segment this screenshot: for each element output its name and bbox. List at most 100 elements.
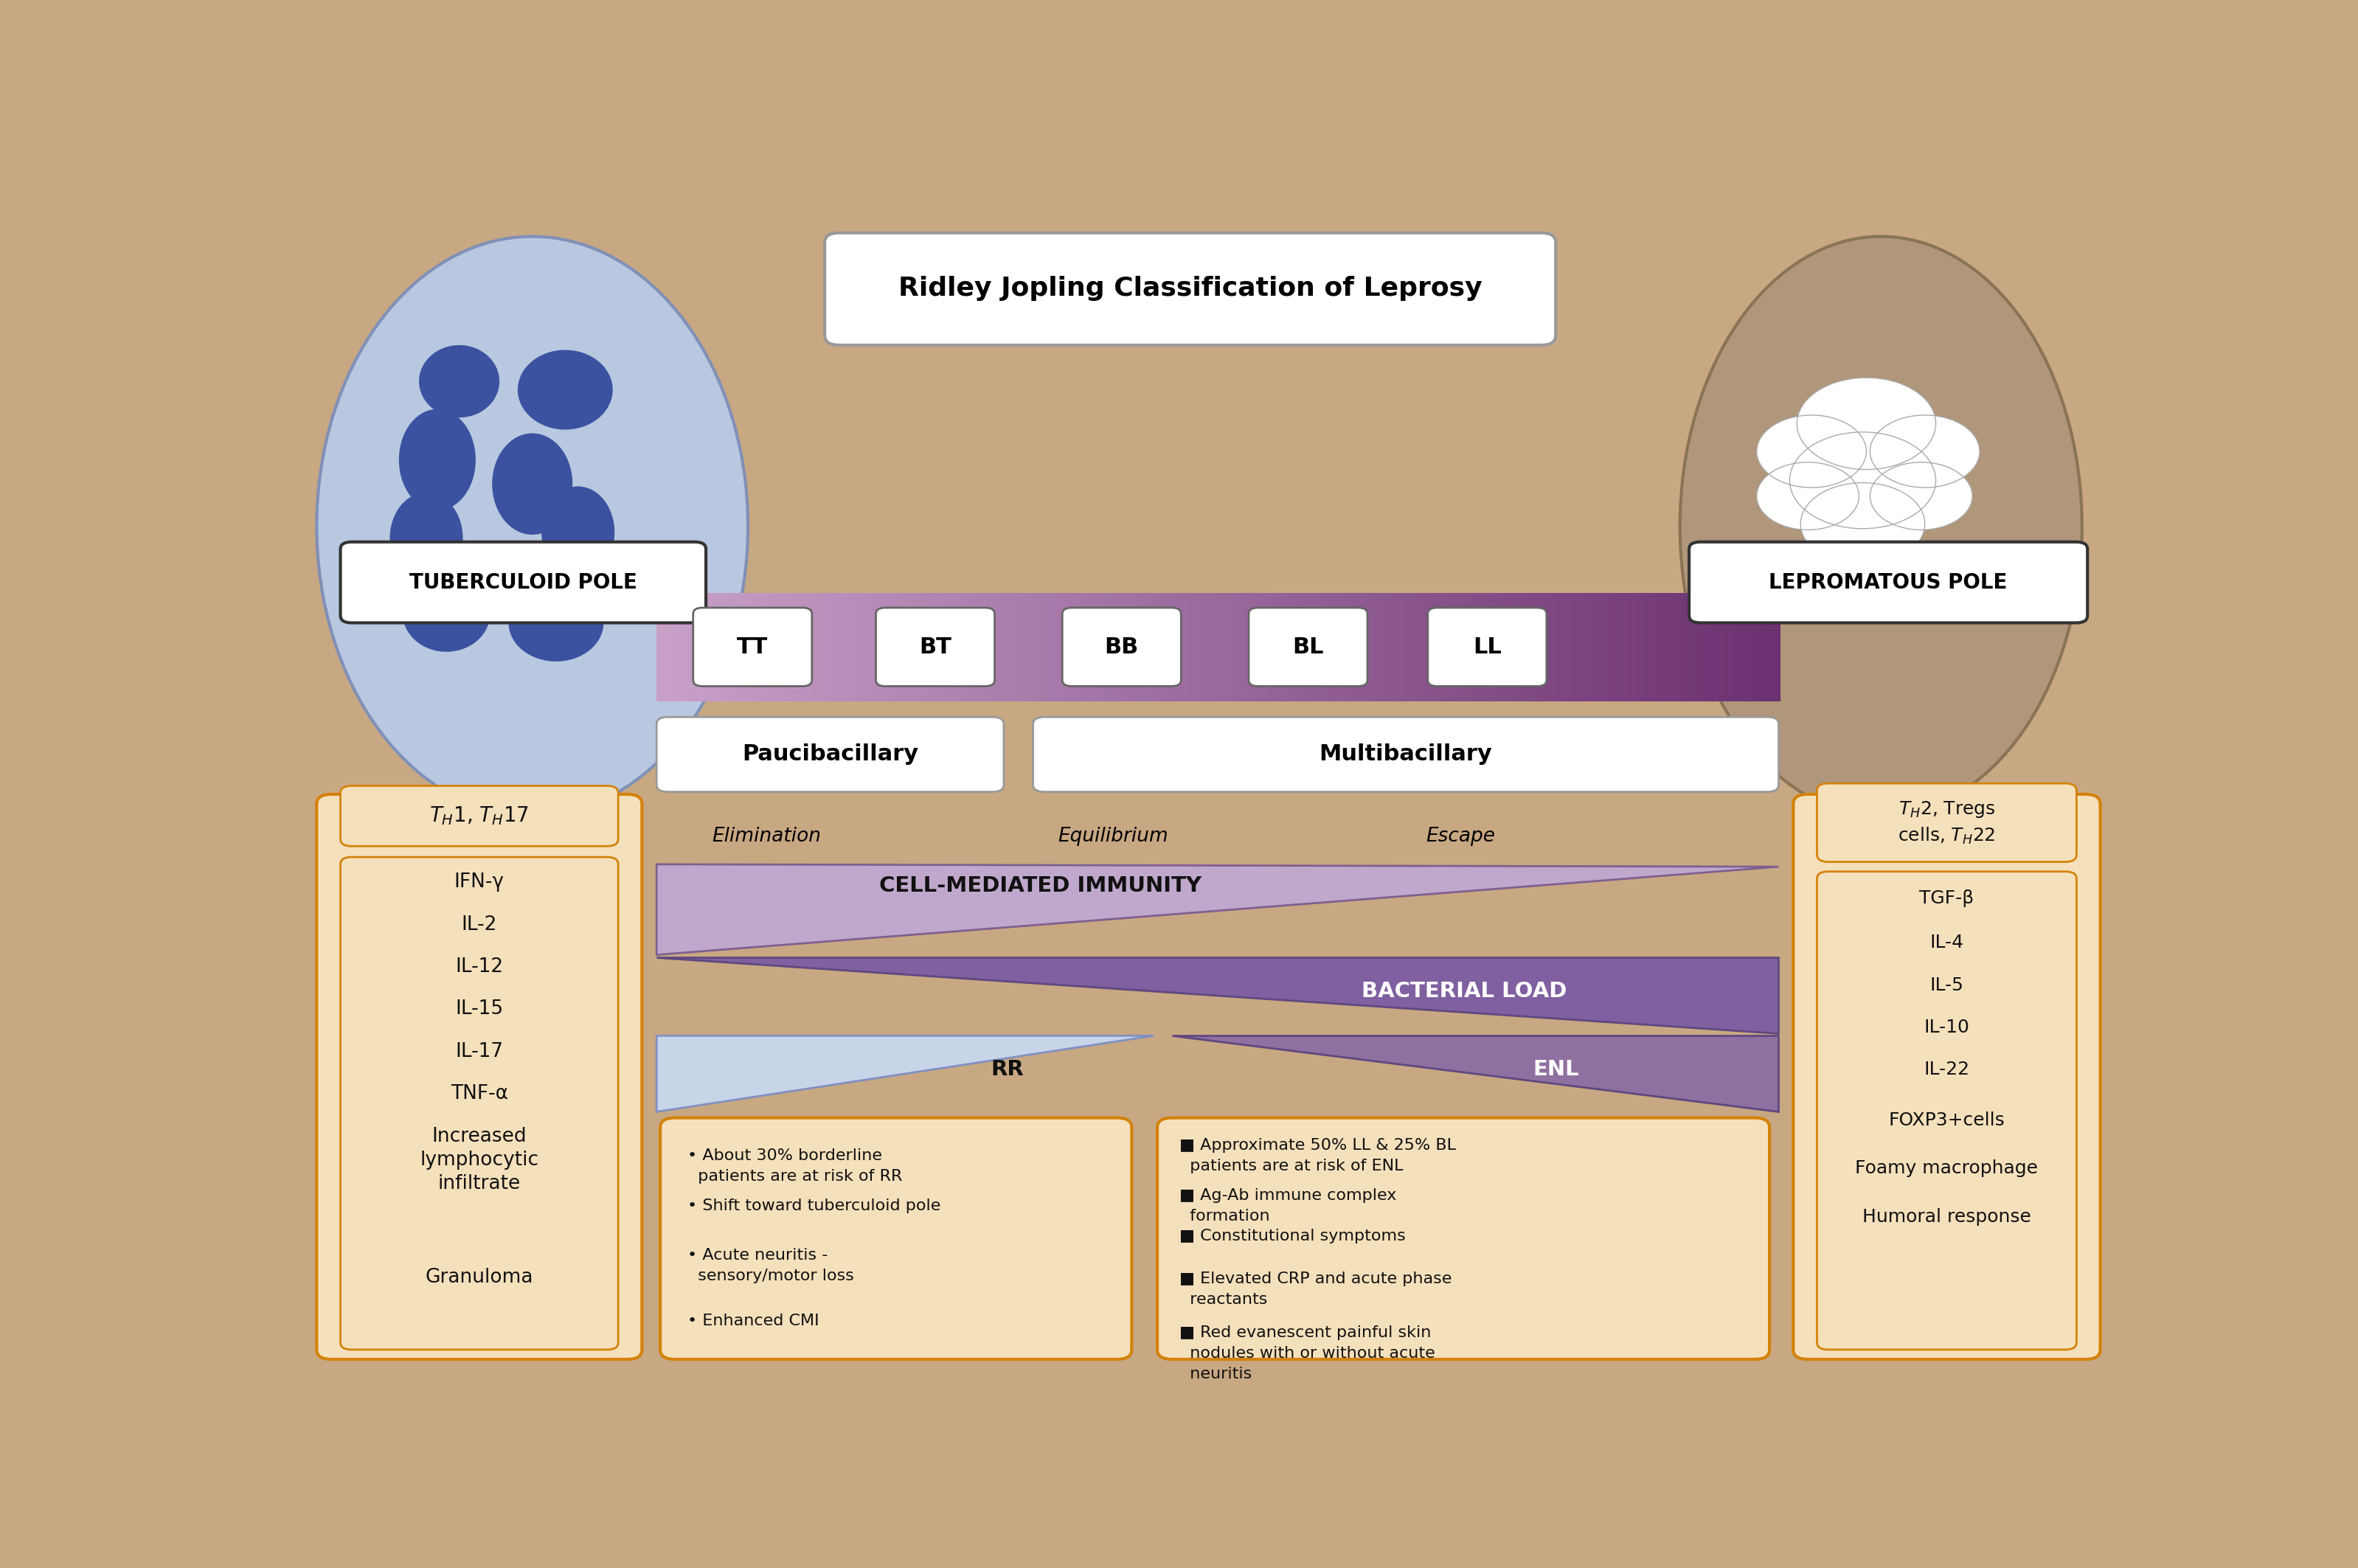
Bar [1561,593,1568,701]
Bar [832,593,837,701]
Bar [1370,593,1377,701]
Bar [1000,593,1007,701]
Bar [1644,593,1651,701]
Bar [686,593,693,701]
Bar [1030,593,1035,701]
Bar [1438,593,1443,701]
Bar [1662,593,1667,701]
Bar [1606,593,1613,701]
FancyBboxPatch shape [656,717,1005,792]
Bar [1554,593,1559,701]
Text: Foamy macrophage: Foamy macrophage [1856,1160,2037,1178]
Bar [1540,593,1544,701]
Bar [1082,593,1089,701]
Bar [941,593,946,701]
Bar [1611,593,1615,701]
Bar [750,593,755,701]
Bar [1434,593,1441,701]
Bar [1026,593,1033,701]
Bar [948,593,955,701]
Bar [788,593,792,701]
Bar [870,593,875,701]
Bar [1229,593,1233,701]
Bar [967,593,971,701]
Bar [1469,593,1474,701]
Bar [729,593,733,701]
Text: IL-15: IL-15 [455,999,502,1019]
Bar [872,593,880,701]
Text: Paucibacillary: Paucibacillary [743,743,917,765]
Bar [1471,593,1478,701]
Bar [1170,593,1174,701]
FancyBboxPatch shape [693,608,811,687]
Bar [896,593,901,701]
Bar [882,593,887,701]
Bar [1389,593,1396,701]
Text: BT: BT [920,637,950,657]
Text: Multibacillary: Multibacillary [1318,743,1493,765]
Bar [1641,593,1646,701]
FancyBboxPatch shape [1250,608,1368,687]
Bar [1009,593,1014,701]
Bar [1108,593,1115,701]
Bar [889,593,894,701]
Bar [1460,593,1467,701]
Bar [1509,593,1514,701]
FancyBboxPatch shape [825,232,1556,345]
Bar [1629,593,1634,701]
Bar [719,593,726,701]
Bar [1596,593,1601,701]
Bar [1337,593,1342,701]
Bar [1188,593,1193,701]
Bar [1316,593,1320,701]
Bar [903,593,908,701]
Ellipse shape [493,433,573,535]
Bar [1323,593,1328,701]
Text: CELL-MEDIATED IMMUNITY: CELL-MEDIATED IMMUNITY [880,875,1203,897]
Bar [1311,593,1316,701]
Bar [710,593,714,701]
Bar [780,593,785,701]
Bar [1005,593,1009,701]
Bar [1049,593,1054,701]
Text: ■ Constitutional symptoms: ■ Constitutional symptoms [1179,1229,1405,1243]
Bar [757,593,764,701]
Bar [1080,593,1085,701]
Bar [1012,593,1016,701]
Bar [1292,593,1297,701]
Bar [747,593,752,701]
Bar [1330,593,1335,701]
Bar [1667,593,1672,701]
Text: IL-22: IL-22 [1924,1060,1969,1079]
FancyBboxPatch shape [316,795,641,1359]
Bar [1521,593,1526,701]
Bar [1443,593,1448,701]
Bar [1412,593,1417,701]
Bar [891,593,898,701]
Bar [1363,593,1370,701]
Text: • About 30% borderline
  patients are at risk of RR: • About 30% borderline patients are at r… [689,1148,903,1184]
Bar [700,593,707,701]
Text: $T_H$1, $T_H$17: $T_H$1, $T_H$17 [429,804,528,826]
Text: IL-10: IL-10 [1924,1019,1969,1036]
Bar [1450,593,1455,701]
Bar [1297,593,1302,701]
Bar [1507,593,1511,701]
Bar [1134,593,1141,701]
Bar [1559,593,1563,701]
Bar [1214,593,1219,701]
Bar [1094,593,1099,701]
Bar [974,593,981,701]
Bar [1379,593,1384,701]
Bar [865,593,872,701]
Bar [665,593,670,701]
Bar [1636,593,1641,701]
Bar [910,593,917,701]
Bar [1203,593,1207,701]
Bar [1299,593,1306,701]
Bar [755,593,759,701]
Bar [1127,593,1134,701]
FancyBboxPatch shape [340,786,618,847]
Bar [1533,593,1537,701]
Text: Escape: Escape [1427,826,1495,847]
